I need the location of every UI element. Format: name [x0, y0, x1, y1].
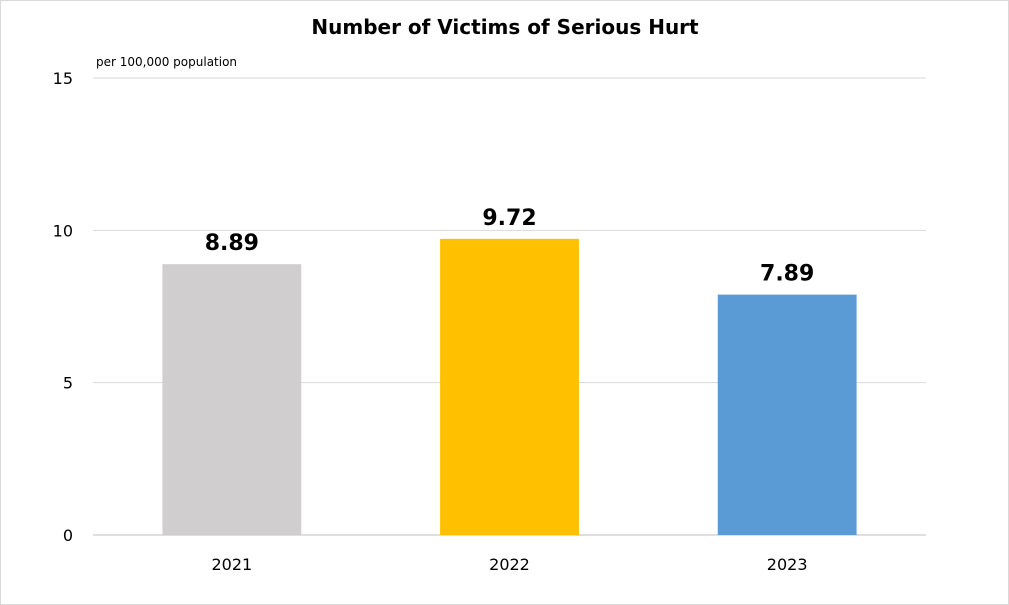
bar-2022 — [440, 238, 579, 535]
data-label-2023: 7.89 — [760, 262, 814, 287]
data-labels: 8.89 9.72 7.89 — [205, 206, 815, 287]
y-tick-label: 10 — [53, 221, 73, 240]
y-unit-label: per 100,000 population — [96, 55, 237, 69]
x-tick-label-2021: 2021 — [211, 555, 252, 574]
y-tick-label: 5 — [63, 374, 73, 393]
bars — [162, 238, 857, 535]
chart-title: Number of Victims of Serious Hurt — [311, 15, 699, 39]
y-axis-ticks: 0 5 10 15 — [53, 69, 73, 545]
bar-2023 — [717, 294, 857, 535]
data-label-2021: 8.89 — [205, 231, 259, 256]
y-tick-label: 15 — [53, 69, 73, 88]
data-label-2022: 9.72 — [482, 206, 536, 231]
bar-2021 — [162, 264, 302, 535]
y-tick-label: 0 — [63, 526, 73, 545]
x-tick-label-2022: 2022 — [489, 555, 530, 574]
x-axis-ticks: 2021 2022 2023 — [211, 555, 807, 574]
x-tick-label-2023: 2023 — [767, 555, 808, 574]
